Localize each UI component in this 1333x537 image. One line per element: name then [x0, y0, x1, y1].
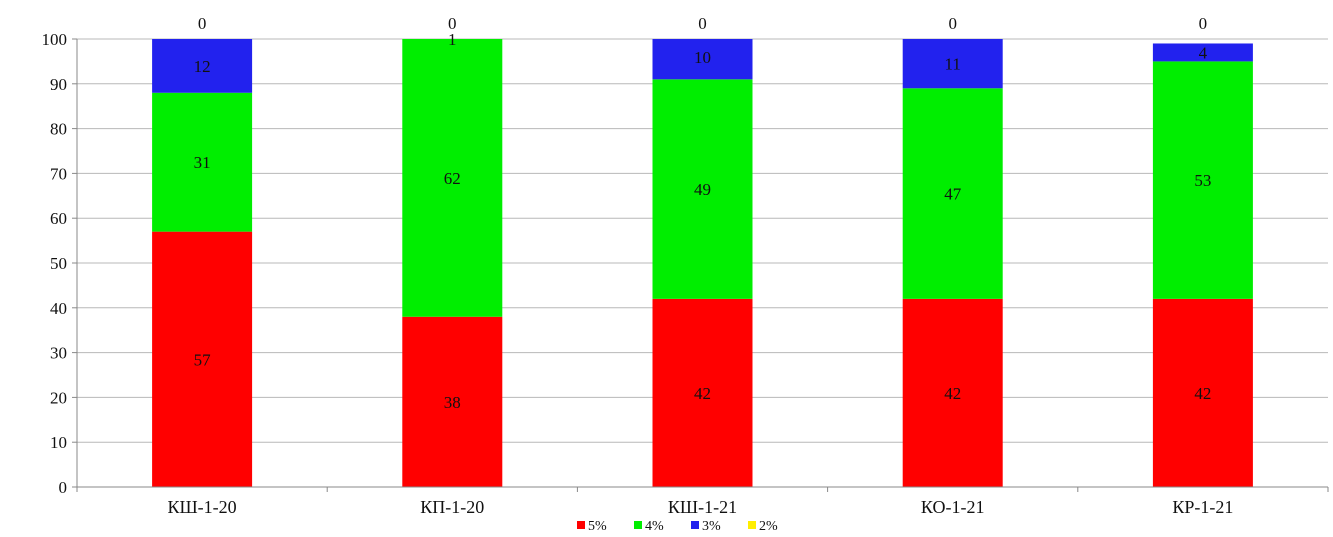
data-label: 10	[694, 48, 711, 67]
y-tick-label: 60	[50, 209, 67, 228]
bar-segment	[652, 79, 753, 299]
category-label: КШ-1-20	[168, 497, 237, 517]
y-tick-label: 40	[50, 299, 67, 318]
y-tick-label: 70	[50, 164, 67, 183]
legend-swatch	[691, 521, 699, 529]
bar-segment	[402, 316, 503, 487]
data-label: 42	[1194, 384, 1211, 403]
data-label: 0	[198, 14, 207, 33]
bar-segment	[902, 298, 1003, 487]
data-label: 57	[194, 350, 212, 369]
data-label: 1	[448, 30, 457, 49]
axes	[72, 38, 1329, 492]
data-label: 12	[194, 57, 211, 76]
data-label: 42	[944, 384, 961, 403]
category-labels: КШ-1-20 КП-1-20 КШ-1-21 КО-1-21 КР-1-21	[168, 497, 1234, 517]
data-label: 42	[694, 384, 711, 403]
data-label: 11	[945, 55, 961, 74]
bar-segment	[652, 39, 753, 80]
y-tick-label: 20	[50, 388, 67, 407]
bar-segment	[1152, 61, 1253, 299]
y-tick-label: 10	[50, 433, 67, 452]
legend-label: 4%	[645, 519, 664, 534]
data-label: 0	[1199, 14, 1208, 33]
data-label: 53	[1194, 171, 1211, 190]
data-label: 47	[944, 185, 962, 204]
legend-swatch	[577, 521, 585, 529]
data-label: 0	[698, 14, 707, 33]
bars	[152, 39, 1253, 487]
data-label: 0	[448, 14, 457, 33]
y-tick-label: 80	[50, 120, 67, 139]
bar-segment	[902, 39, 1003, 89]
data-label: 49	[694, 180, 711, 199]
data-label: 62	[444, 169, 461, 188]
data-label: 0	[948, 14, 957, 33]
legend: 5% 4% 3% 2%	[577, 519, 778, 534]
category-label: КП-1-20	[420, 497, 484, 517]
category-label: КО-1-21	[921, 497, 985, 517]
legend-swatch	[748, 521, 756, 529]
bar-segment	[1152, 298, 1253, 487]
legend-swatch	[634, 521, 642, 529]
y-tick-label: 100	[42, 30, 68, 49]
data-label: 38	[444, 393, 461, 412]
bar-segment	[152, 39, 253, 93]
y-tick-label: 0	[59, 478, 68, 497]
data-label: 4	[1199, 43, 1208, 62]
y-tick-label: 50	[50, 254, 67, 273]
bar-segment	[402, 39, 503, 317]
category-label: КР-1-21	[1172, 497, 1233, 517]
category-label: КШ-1-21	[668, 497, 737, 517]
y-tick-label: 90	[50, 75, 67, 94]
bar-segment	[902, 88, 1003, 299]
legend-label: 2%	[759, 519, 778, 534]
bar-segment	[152, 231, 253, 487]
data-label: 31	[194, 153, 211, 172]
bar-segment	[652, 298, 753, 487]
bar-segment	[152, 92, 253, 232]
y-tick-label: 30	[50, 344, 67, 363]
legend-label: 5%	[588, 519, 607, 534]
bar-segment	[1152, 43, 1253, 62]
legend-label: 3%	[702, 519, 721, 534]
y-tick-labels: 0 10 20 30 40 50 60 70 80 90 100	[42, 30, 68, 497]
